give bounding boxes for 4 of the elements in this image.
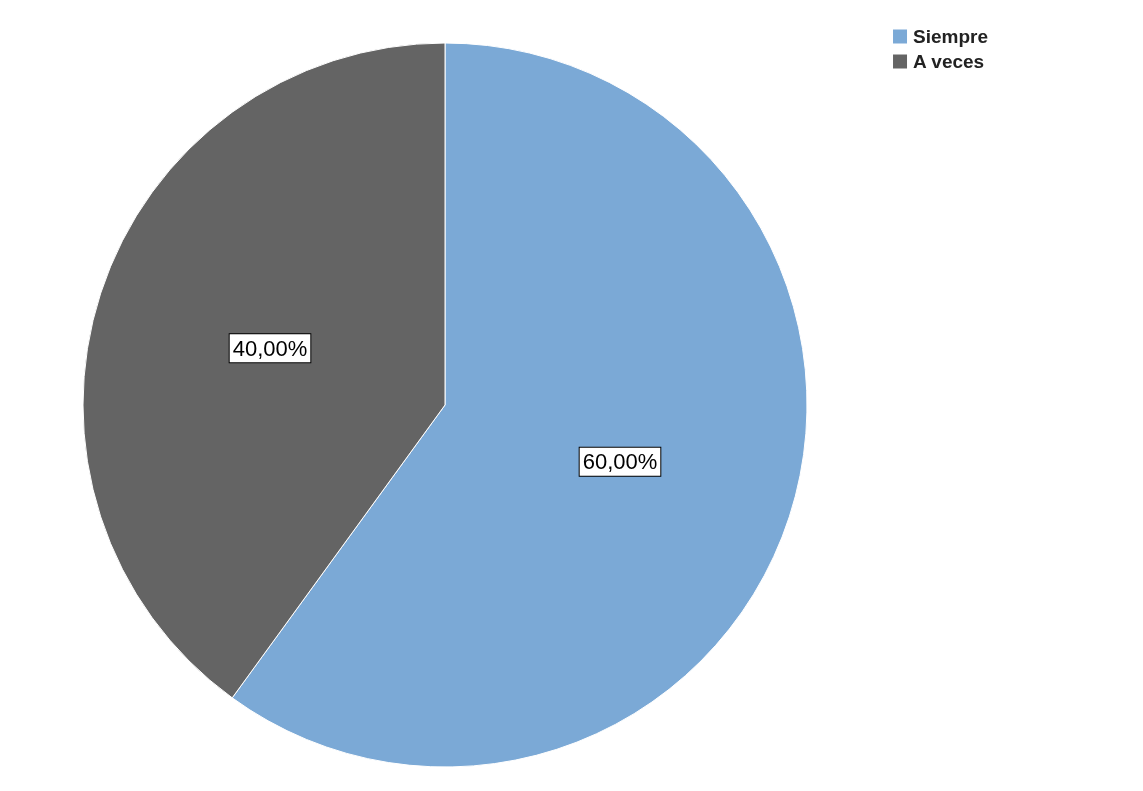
data-label: 60,00% (582, 449, 658, 475)
legend-label: A veces (913, 51, 985, 72)
data-label: 40,00% (232, 335, 308, 361)
legend-label: Siempre (913, 26, 988, 47)
